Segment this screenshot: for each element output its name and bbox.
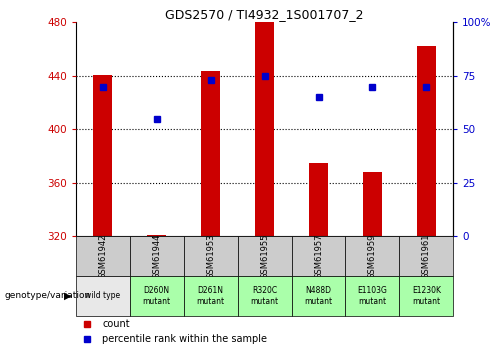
Text: E1103G
mutant: E1103G mutant xyxy=(358,286,387,306)
Bar xyxy=(130,276,184,316)
Bar xyxy=(238,236,292,276)
Text: GSM61959: GSM61959 xyxy=(368,234,377,279)
Text: GSM61942: GSM61942 xyxy=(98,234,107,279)
Bar xyxy=(399,236,453,276)
Bar xyxy=(363,172,382,236)
Text: N488D
mutant: N488D mutant xyxy=(304,286,333,306)
Text: R320C
mutant: R320C mutant xyxy=(250,286,279,306)
Bar xyxy=(345,276,399,316)
Text: GSM61961: GSM61961 xyxy=(422,234,431,279)
Bar xyxy=(292,276,345,316)
Bar xyxy=(201,70,220,236)
Bar xyxy=(147,235,166,236)
Bar xyxy=(76,236,130,276)
Text: E1230K
mutant: E1230K mutant xyxy=(412,286,441,306)
Text: genotype/variation: genotype/variation xyxy=(5,291,91,300)
Text: wild type: wild type xyxy=(85,291,121,300)
Text: percentile rank within the sample: percentile rank within the sample xyxy=(102,334,268,344)
Bar xyxy=(417,47,436,236)
Bar xyxy=(309,163,328,236)
Bar xyxy=(184,236,238,276)
Bar xyxy=(76,276,130,316)
Bar xyxy=(130,236,184,276)
Bar xyxy=(238,276,292,316)
Text: GSM61955: GSM61955 xyxy=(260,234,269,279)
Text: ▶: ▶ xyxy=(64,291,71,301)
Title: GDS2570 / TI4932_1S001707_2: GDS2570 / TI4932_1S001707_2 xyxy=(165,8,364,21)
Text: GSM61953: GSM61953 xyxy=(206,234,215,279)
Bar xyxy=(94,75,112,236)
Bar xyxy=(399,276,453,316)
Bar xyxy=(292,236,345,276)
Text: D260N
mutant: D260N mutant xyxy=(143,286,171,306)
Text: GSM61944: GSM61944 xyxy=(152,234,161,279)
Bar xyxy=(345,236,399,276)
Text: D261N
mutant: D261N mutant xyxy=(196,286,225,306)
Text: count: count xyxy=(102,319,130,329)
Text: GSM61957: GSM61957 xyxy=(314,234,323,279)
Bar xyxy=(255,22,274,236)
Bar xyxy=(184,276,238,316)
